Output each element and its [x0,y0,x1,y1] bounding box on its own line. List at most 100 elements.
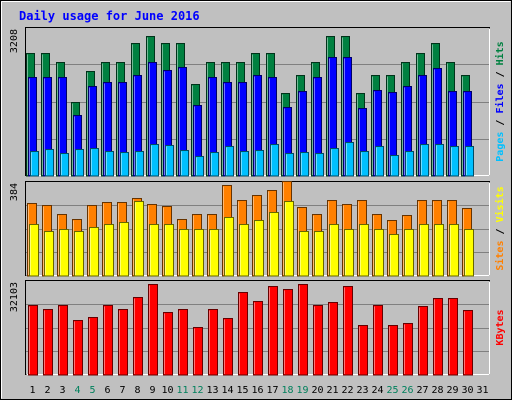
hits-side-label-part-2: Files [494,83,506,113]
x-tick-label-28: 28 [431,385,443,396]
hits-pages-bar-15 [240,151,249,177]
kbytes-kbytes-bar-6 [103,305,113,376]
visits-sites-bar-4 [74,231,84,277]
kbytes-kbytes-bar-14 [223,318,233,376]
visits-sites-bar-10 [164,224,174,277]
visits-sites-bar-6 [104,224,114,277]
x-tick-label-15: 15 [236,385,248,396]
hits-pages-bar-5 [90,148,99,177]
visits-sites-bar-26 [404,229,414,277]
visits-side-label-part-0: Sites [494,241,506,271]
hits-pages-bar-2 [45,149,54,177]
x-tick-label-25: 25 [386,385,398,396]
visits-sites-bar-7 [119,222,129,277]
kbytes-kbytes-bar-8 [133,297,143,376]
kbytes-kbytes-bar-2 [43,309,53,376]
hits-pages-bar-10 [165,145,174,177]
hits-pages-bar-28 [435,144,444,177]
visits-side-label-part-2: Visits [494,186,506,222]
x-tick-label-8: 8 [134,385,140,396]
kbytes-kbytes-bar-28 [433,298,443,376]
hits-pages-bar-19 [300,152,309,177]
hits-pages-bar-16 [255,150,264,177]
kbytes-kbytes-bar-15 [238,292,248,376]
x-tick-label-10: 10 [161,385,173,396]
x-tick-label-14: 14 [221,385,233,396]
hits-side-label-part-4: Hits [494,41,506,65]
visits-sites-bar-19 [299,231,309,277]
x-tick-label-19: 19 [296,385,308,396]
hits-side-label-part-3: / [495,65,506,83]
kbytes-kbytes-bar-4 [73,320,83,376]
x-tick-label-11: 11 [176,385,188,396]
visits-side-label-part-1: / [495,222,506,240]
visits-sites-bar-22 [344,229,354,277]
hits-pages-bar-3 [60,153,69,177]
hits-pages-bar-20 [315,153,324,177]
visits-sites-bar-27 [419,224,429,277]
visits-sites-bar-29 [449,224,459,277]
x-tick-label-21: 21 [326,385,338,396]
hits-pages-bar-11 [180,150,189,177]
hits-pages-bar-26 [405,151,414,177]
visits-sites-bar-1 [29,224,39,277]
visits-sites-bar-25 [389,234,399,277]
hits-side-label-part-0: Pages [495,132,506,162]
hits-pages-bar-25 [390,155,399,177]
hits-pages-bar-9 [150,144,159,177]
x-tick-label-18: 18 [281,385,293,396]
x-tick-label-31: 31 [476,385,488,396]
hits-pages-bar-1 [30,151,39,177]
hits-pages-bar-7 [120,152,129,177]
hits-pages-bar-4 [75,149,84,177]
x-tick-label-2: 2 [44,385,50,396]
x-tick-label-6: 6 [104,385,110,396]
visits-sites-bar-11 [179,229,189,277]
visits-sites-bar-30 [464,229,474,277]
visits-sites-bar-21 [329,224,339,277]
hits-pages-bar-17 [270,144,279,177]
hits-pages-bar-8 [135,151,144,177]
kbytes-kbytes-bar-26 [403,323,413,376]
hits-pages-bar-21 [330,148,339,177]
hits-pages-bar-27 [420,144,429,177]
visits-sites-bar-18 [284,201,294,277]
x-tick-label-22: 22 [341,385,353,396]
x-tick-label-20: 20 [311,385,323,396]
visits-sites-bar-13 [209,229,219,277]
kbytes-side-label: KBytes [495,309,506,345]
kbytes-kbytes-bar-30 [463,310,473,376]
hits-pages-bar-29 [450,146,459,177]
x-tick-label-7: 7 [119,385,125,396]
kbytes-kbytes-bar-1 [28,305,38,376]
kbytes-kbytes-bar-25 [388,325,398,376]
hits-pages-bar-30 [465,146,474,177]
chart-title: Daily usage for June 2016 [19,9,200,23]
visits-sites-bar-28 [434,224,444,277]
visits-sites-bar-2 [44,231,54,277]
x-tick-label-29: 29 [446,385,458,396]
visits-sites-bar-15 [239,224,249,277]
x-tick-label-30: 30 [461,385,473,396]
hits-side-label: Pages / Files / Hits [494,41,506,161]
hits-max-label: 3208 [9,29,20,53]
x-tick-label-3: 3 [59,385,65,396]
kbytes-kbytes-bar-19 [298,284,308,376]
visits-max-label: 384 [9,183,20,201]
hits-pages-bar-23 [360,151,369,177]
hits-pages-bar-14 [225,146,234,177]
visits-sites-bar-24 [374,229,384,277]
x-tick-label-24: 24 [371,385,383,396]
kbytes-kbytes-bar-16 [253,301,263,376]
x-tick-label-17: 17 [266,385,278,396]
hits-pages-bar-24 [375,146,384,177]
visits-empty-slot [475,182,488,275]
kbytes-kbytes-bar-23 [358,325,368,376]
kbytes-kbytes-bar-5 [88,317,98,376]
x-tick-label-12: 12 [191,385,203,396]
visits-sites-bar-8 [134,201,144,277]
x-tick-label-13: 13 [206,385,218,396]
visits-sites-bar-5 [89,227,99,277]
kbytes-kbytes-bar-24 [373,305,383,376]
kbytes-kbytes-bar-10 [163,312,173,376]
